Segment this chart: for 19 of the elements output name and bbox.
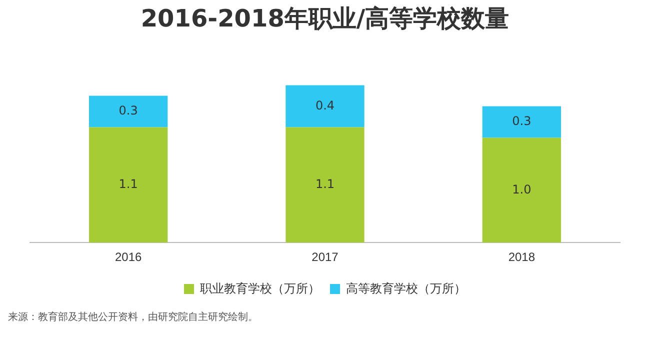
bar bbox=[286, 127, 364, 243]
bar bbox=[286, 85, 364, 128]
chart-title: 2016-2018年职业/高等学校数量 bbox=[140, 4, 510, 33]
source-note: 来源：教育部及其他公开资料，由研究院自主研究绘制。 bbox=[8, 310, 258, 324]
bar bbox=[482, 138, 561, 243]
x-tick-label: 2016 bbox=[114, 250, 142, 264]
bar bbox=[89, 127, 168, 243]
data-label: 0.3 bbox=[118, 104, 138, 118]
data-label: 0.3 bbox=[512, 114, 532, 128]
legend-label: 职业教育学校（万所） bbox=[200, 281, 320, 296]
data-label: 1.1 bbox=[315, 177, 335, 192]
data-label: 1.0 bbox=[512, 182, 532, 196]
data-label: 1.1 bbox=[118, 177, 138, 192]
data-label: 0.4 bbox=[315, 98, 335, 112]
x-tick-label: 2017 bbox=[312, 250, 339, 264]
bar bbox=[89, 96, 168, 128]
x-tick-label: 2018 bbox=[508, 250, 536, 264]
bar bbox=[482, 106, 561, 138]
legend-label: 高等教育学校（万所） bbox=[346, 281, 466, 296]
